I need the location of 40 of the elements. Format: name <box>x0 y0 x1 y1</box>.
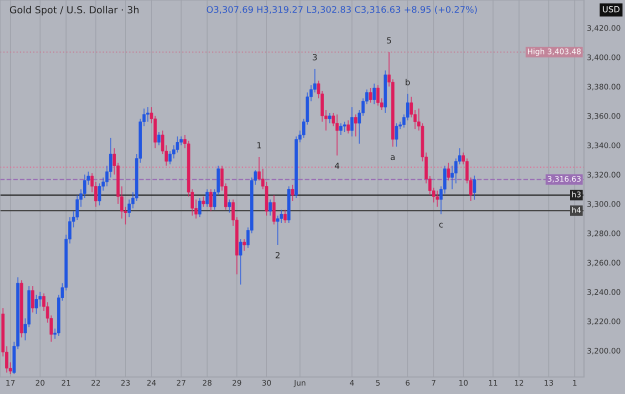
candlestick <box>146 106 150 122</box>
candlestick <box>328 112 332 124</box>
annotation: 5 <box>387 37 392 44</box>
candlestick <box>206 188 209 208</box>
candlestick <box>339 122 342 136</box>
candlestick <box>34 294 38 314</box>
candlestick <box>157 131 161 146</box>
candlestick <box>238 238 242 286</box>
candlestick <box>198 197 202 218</box>
annotation: 2 <box>276 252 280 258</box>
candlestick <box>31 285 34 314</box>
candlestick <box>436 190 439 208</box>
text: Gold Spot / U.S. Dollar · 3h <box>10 6 139 16</box>
candlestick <box>209 188 212 212</box>
candlestick <box>342 121 346 133</box>
candlestick <box>202 196 206 208</box>
candlestick <box>272 194 276 225</box>
annotation: 4 <box>334 162 340 169</box>
text: USD <box>602 6 620 12</box>
candlestick <box>284 209 287 224</box>
candlestick <box>228 198 232 214</box>
annotation: 1 <box>257 142 262 148</box>
candlestick <box>290 184 294 202</box>
annotation: c <box>439 222 443 228</box>
candlestick <box>242 238 246 252</box>
annotation: a <box>390 155 395 160</box>
candlestick <box>394 122 398 148</box>
text: O3,307.69 H3,319.27 L3,302.83 C3,316.63 +8.95 (+0.27%) <box>206 6 477 14</box>
candlestick <box>472 175 476 200</box>
candlestick <box>368 87 372 104</box>
candlestick <box>350 106 354 137</box>
candlestick <box>376 84 380 106</box>
candlestick <box>335 114 339 156</box>
annotation: b <box>406 78 410 86</box>
candlestick <box>446 162 450 181</box>
annotation: 3 <box>312 54 317 60</box>
candlestick <box>346 120 350 134</box>
candlestick <box>268 198 272 216</box>
candlestick <box>372 83 376 105</box>
candlestick <box>354 114 358 137</box>
